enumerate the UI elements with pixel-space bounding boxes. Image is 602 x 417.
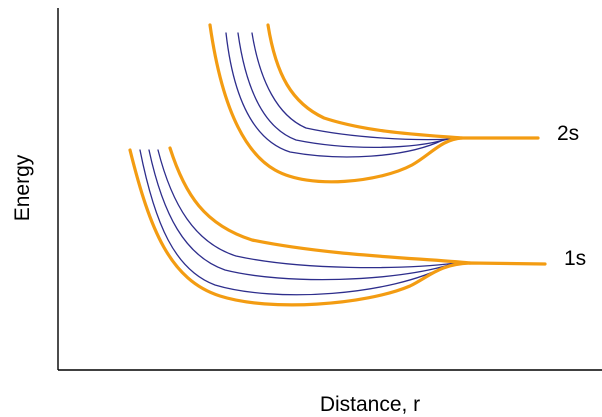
y-axis-label: Energy: [11, 154, 34, 221]
band-1s-inner-curve-2: [148, 149, 453, 281]
band-2s-inner-curve-2: [237, 32, 449, 149]
band-2s-inner-curve-1: [225, 32, 444, 158]
band-2s: 2s: [208, 23, 579, 184]
band-2s-lower-envelope: [208, 23, 540, 184]
band-2s-upper-envelope: [266, 23, 464, 140]
band-1s-lower-envelope: [128, 148, 547, 307]
level-label-2s: 2s: [557, 122, 579, 145]
band-1s-inner-curves: [139, 149, 457, 296]
x-axis-label: Distance, r: [320, 393, 420, 416]
band-2s-inner-curve-3: [251, 32, 453, 141]
band-1s-inner-curve-1: [139, 149, 449, 296]
band-1s-upper-envelope: [168, 146, 472, 265]
level-label-1s: 1s: [564, 247, 586, 270]
band-1s-inner-curve-3: [157, 149, 457, 269]
band-2s-inner-curves: [225, 32, 453, 158]
band-1s: 1s: [128, 146, 586, 307]
